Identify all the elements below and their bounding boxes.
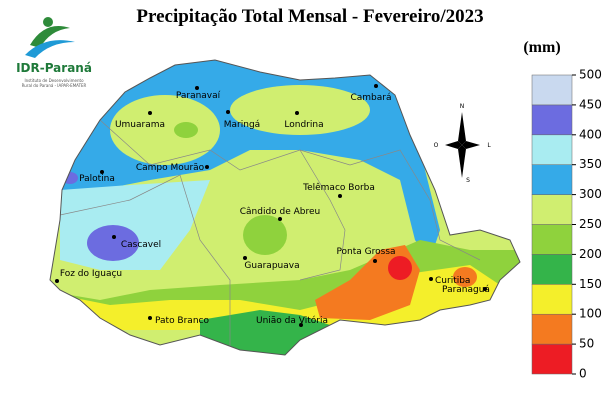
legend-tick-label: 400 [579,127,602,141]
city-label: Curitiba [435,276,470,286]
city-dot [100,170,104,174]
city-dot [483,287,487,291]
city-label: Paranaguá [442,285,490,295]
city-dot [148,316,152,320]
city-dot [205,165,209,169]
legend-swatch [531,74,573,106]
city-label: Ponta Grossa [336,247,395,257]
compass-label: S [466,177,470,184]
legend-swatch [531,194,573,225]
city-label: Campo Mourão [136,163,205,173]
legend-tick-label: 200 [579,247,602,261]
legend-tick-label: 450 [579,97,602,111]
compass-label: N [460,103,465,110]
city-dot [295,111,299,115]
city-dot [299,323,303,327]
logo-subtitle: Instituto de Desenvolvimento [24,78,84,83]
legend-tick-label: 150 [579,277,602,291]
city-label: Telêmaco Borba [302,182,375,193]
city-dot [373,259,377,263]
city-label: Londrina [284,120,323,130]
city-dot [374,84,378,88]
city-dot [112,235,116,239]
city-label: Paranavaí [176,91,221,101]
legend-tick-label: 100 [579,307,602,321]
legend-swatch [531,313,573,345]
legend-swatch [531,284,573,315]
legend-tick-label: 300 [579,187,602,201]
compass-label: L [487,142,491,149]
compass: N O L S [434,103,492,184]
city-dot [429,277,433,281]
city-label: Cândido de Abreu [240,207,321,217]
legend-swatch [531,254,573,285]
legend-tick-label: 350 [579,157,602,171]
legend-swatch [531,104,573,136]
legend-tick-label: 50 [579,337,594,351]
city-layer: Paranavaí Umuarama Maringá Londrina Cambará C… [55,84,490,327]
city-label: Pato Branco [155,316,209,326]
title: Precipitação Total Mensal - Fevereiro/20… [136,6,483,27]
city-dot [195,86,199,90]
city-label: Guarapuava [244,261,299,271]
city-label: Cascavel [121,240,161,250]
city-dot [243,256,247,260]
city-label: Umuarama [115,120,165,130]
state-outline [49,59,521,356]
legend-tick-label: 0 [579,367,587,381]
legend-unit: (mm) [523,39,560,56]
city-dot [148,111,152,115]
logo: IDR-Paraná Instituto de Desenvolvimento … [16,17,92,88]
legend-swatch [531,164,573,195]
legend-swatch [531,343,573,375]
legend-tick-label: 250 [579,217,602,231]
city-label: Foz do Iguaçu [60,269,122,279]
city-label: União da Vitória [256,315,328,326]
legend-swatch [531,134,573,165]
city-dot [278,217,282,221]
city-dot [338,194,342,198]
city-label: Maringá [224,120,260,130]
legend: 0 50 100 150 200 250 300 350 400 450 500 [531,68,602,381]
city-dot [55,279,59,283]
legend-tick-label: 500 [579,68,602,82]
logo-name: IDR-Paraná [16,61,92,75]
city-dot [226,110,230,114]
legend-swatch [531,224,573,255]
city-label: Cambará [350,93,391,103]
compass-label: O [434,142,439,149]
city-label: Palotina [79,174,115,184]
logo-subtitle: Rural do Paraná - IAPAR-EMATER [22,83,87,88]
